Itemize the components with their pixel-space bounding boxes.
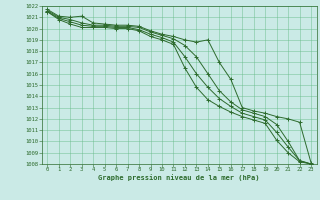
- X-axis label: Graphe pression niveau de la mer (hPa): Graphe pression niveau de la mer (hPa): [99, 174, 260, 181]
